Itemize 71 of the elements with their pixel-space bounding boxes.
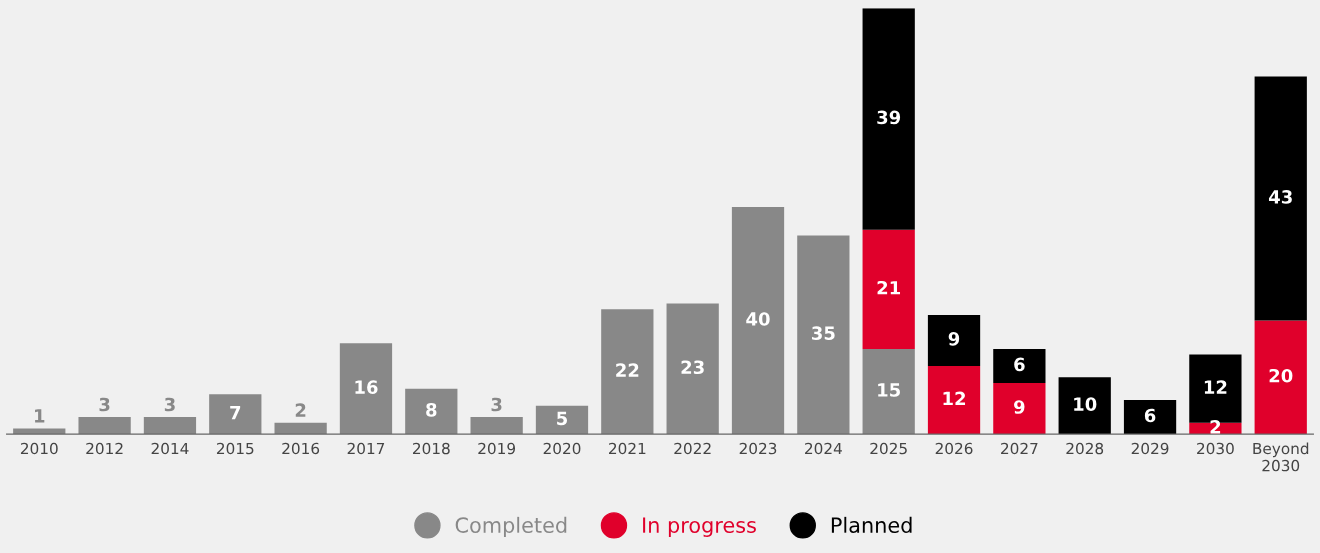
data-label: 12	[1204, 380, 1227, 394]
data-label: 3	[491, 397, 502, 412]
x-tick-label: 2028	[1066, 442, 1104, 455]
bar	[927, 314, 981, 366]
x-tick-label: 2026	[935, 442, 973, 455]
data-label: 43	[1268, 190, 1292, 204]
legend-label: In progress	[643, 517, 756, 538]
x-tick-label: 2027	[1001, 442, 1038, 455]
x-tick-label: 2016	[282, 442, 320, 455]
data-label: 12	[943, 391, 966, 406]
x-tick-label: 2029	[1131, 442, 1169, 455]
x-tick-label: 2015	[216, 442, 254, 455]
x-tick-label: 2012	[86, 442, 123, 455]
x-tick-label: 2021	[609, 442, 646, 455]
x-tick-label: 2023	[739, 442, 777, 455]
x-tick-label: 2018	[412, 442, 450, 455]
bar	[535, 405, 589, 435]
data-label: 21	[877, 280, 901, 295]
data-label: 8	[426, 402, 437, 417]
data-label: 5	[557, 411, 568, 426]
x-tick-label: 2019	[478, 442, 516, 455]
bar	[209, 394, 262, 435]
data-label: 22	[616, 363, 639, 377]
data-label: 10	[1074, 397, 1097, 411]
data-label: 3	[99, 397, 110, 412]
data-label: 39	[877, 110, 901, 125]
data-label: 6	[1144, 408, 1156, 423]
bar	[470, 417, 523, 435]
data-label: 9	[1014, 400, 1025, 414]
data-label: 23	[681, 360, 704, 375]
bar	[862, 8, 915, 230]
bar	[1254, 320, 1307, 435]
bar	[405, 388, 458, 435]
legend-label: Planned	[831, 516, 912, 533]
x-tick-label: 2024	[805, 442, 842, 455]
data-label: 7	[230, 406, 241, 420]
bar	[143, 417, 197, 435]
bar	[78, 417, 131, 435]
data-label: 6	[1014, 357, 1025, 372]
x-tick-label: 2010	[20, 442, 58, 455]
x-tick-label: 2014	[151, 442, 189, 455]
data-label: 15	[878, 383, 900, 397]
bar	[927, 365, 981, 435]
x-tick-label: 2025	[870, 442, 907, 455]
bar	[666, 303, 719, 435]
bar	[1123, 400, 1177, 435]
x-tick-label: 2020	[543, 442, 581, 455]
data-label: 2	[1210, 420, 1221, 434]
bar	[862, 348, 915, 435]
x-tick-label: 2017	[347, 442, 385, 455]
x-tick-label: Beyond 2030	[1253, 442, 1309, 472]
data-label: 16	[355, 380, 378, 394]
data-label: 40	[746, 312, 770, 326]
data-label: 35	[811, 326, 835, 340]
x-tick-label: 2030	[1197, 442, 1234, 455]
bar	[993, 348, 1046, 384]
bar	[339, 343, 393, 435]
bar	[862, 229, 915, 349]
bar	[797, 235, 850, 435]
data-label: 3	[164, 397, 175, 412]
bar	[1058, 377, 1111, 435]
bar	[993, 383, 1046, 435]
data-label: 20	[1269, 368, 1293, 383]
legend-label: Completed	[455, 516, 567, 538]
bar	[731, 207, 785, 435]
data-label: 1	[35, 409, 45, 423]
bar	[1254, 76, 1307, 321]
bar	[601, 309, 654, 435]
data-label: 9	[948, 332, 960, 346]
data-label: 2	[295, 403, 306, 417]
x-tick-label: 2022	[674, 442, 711, 455]
